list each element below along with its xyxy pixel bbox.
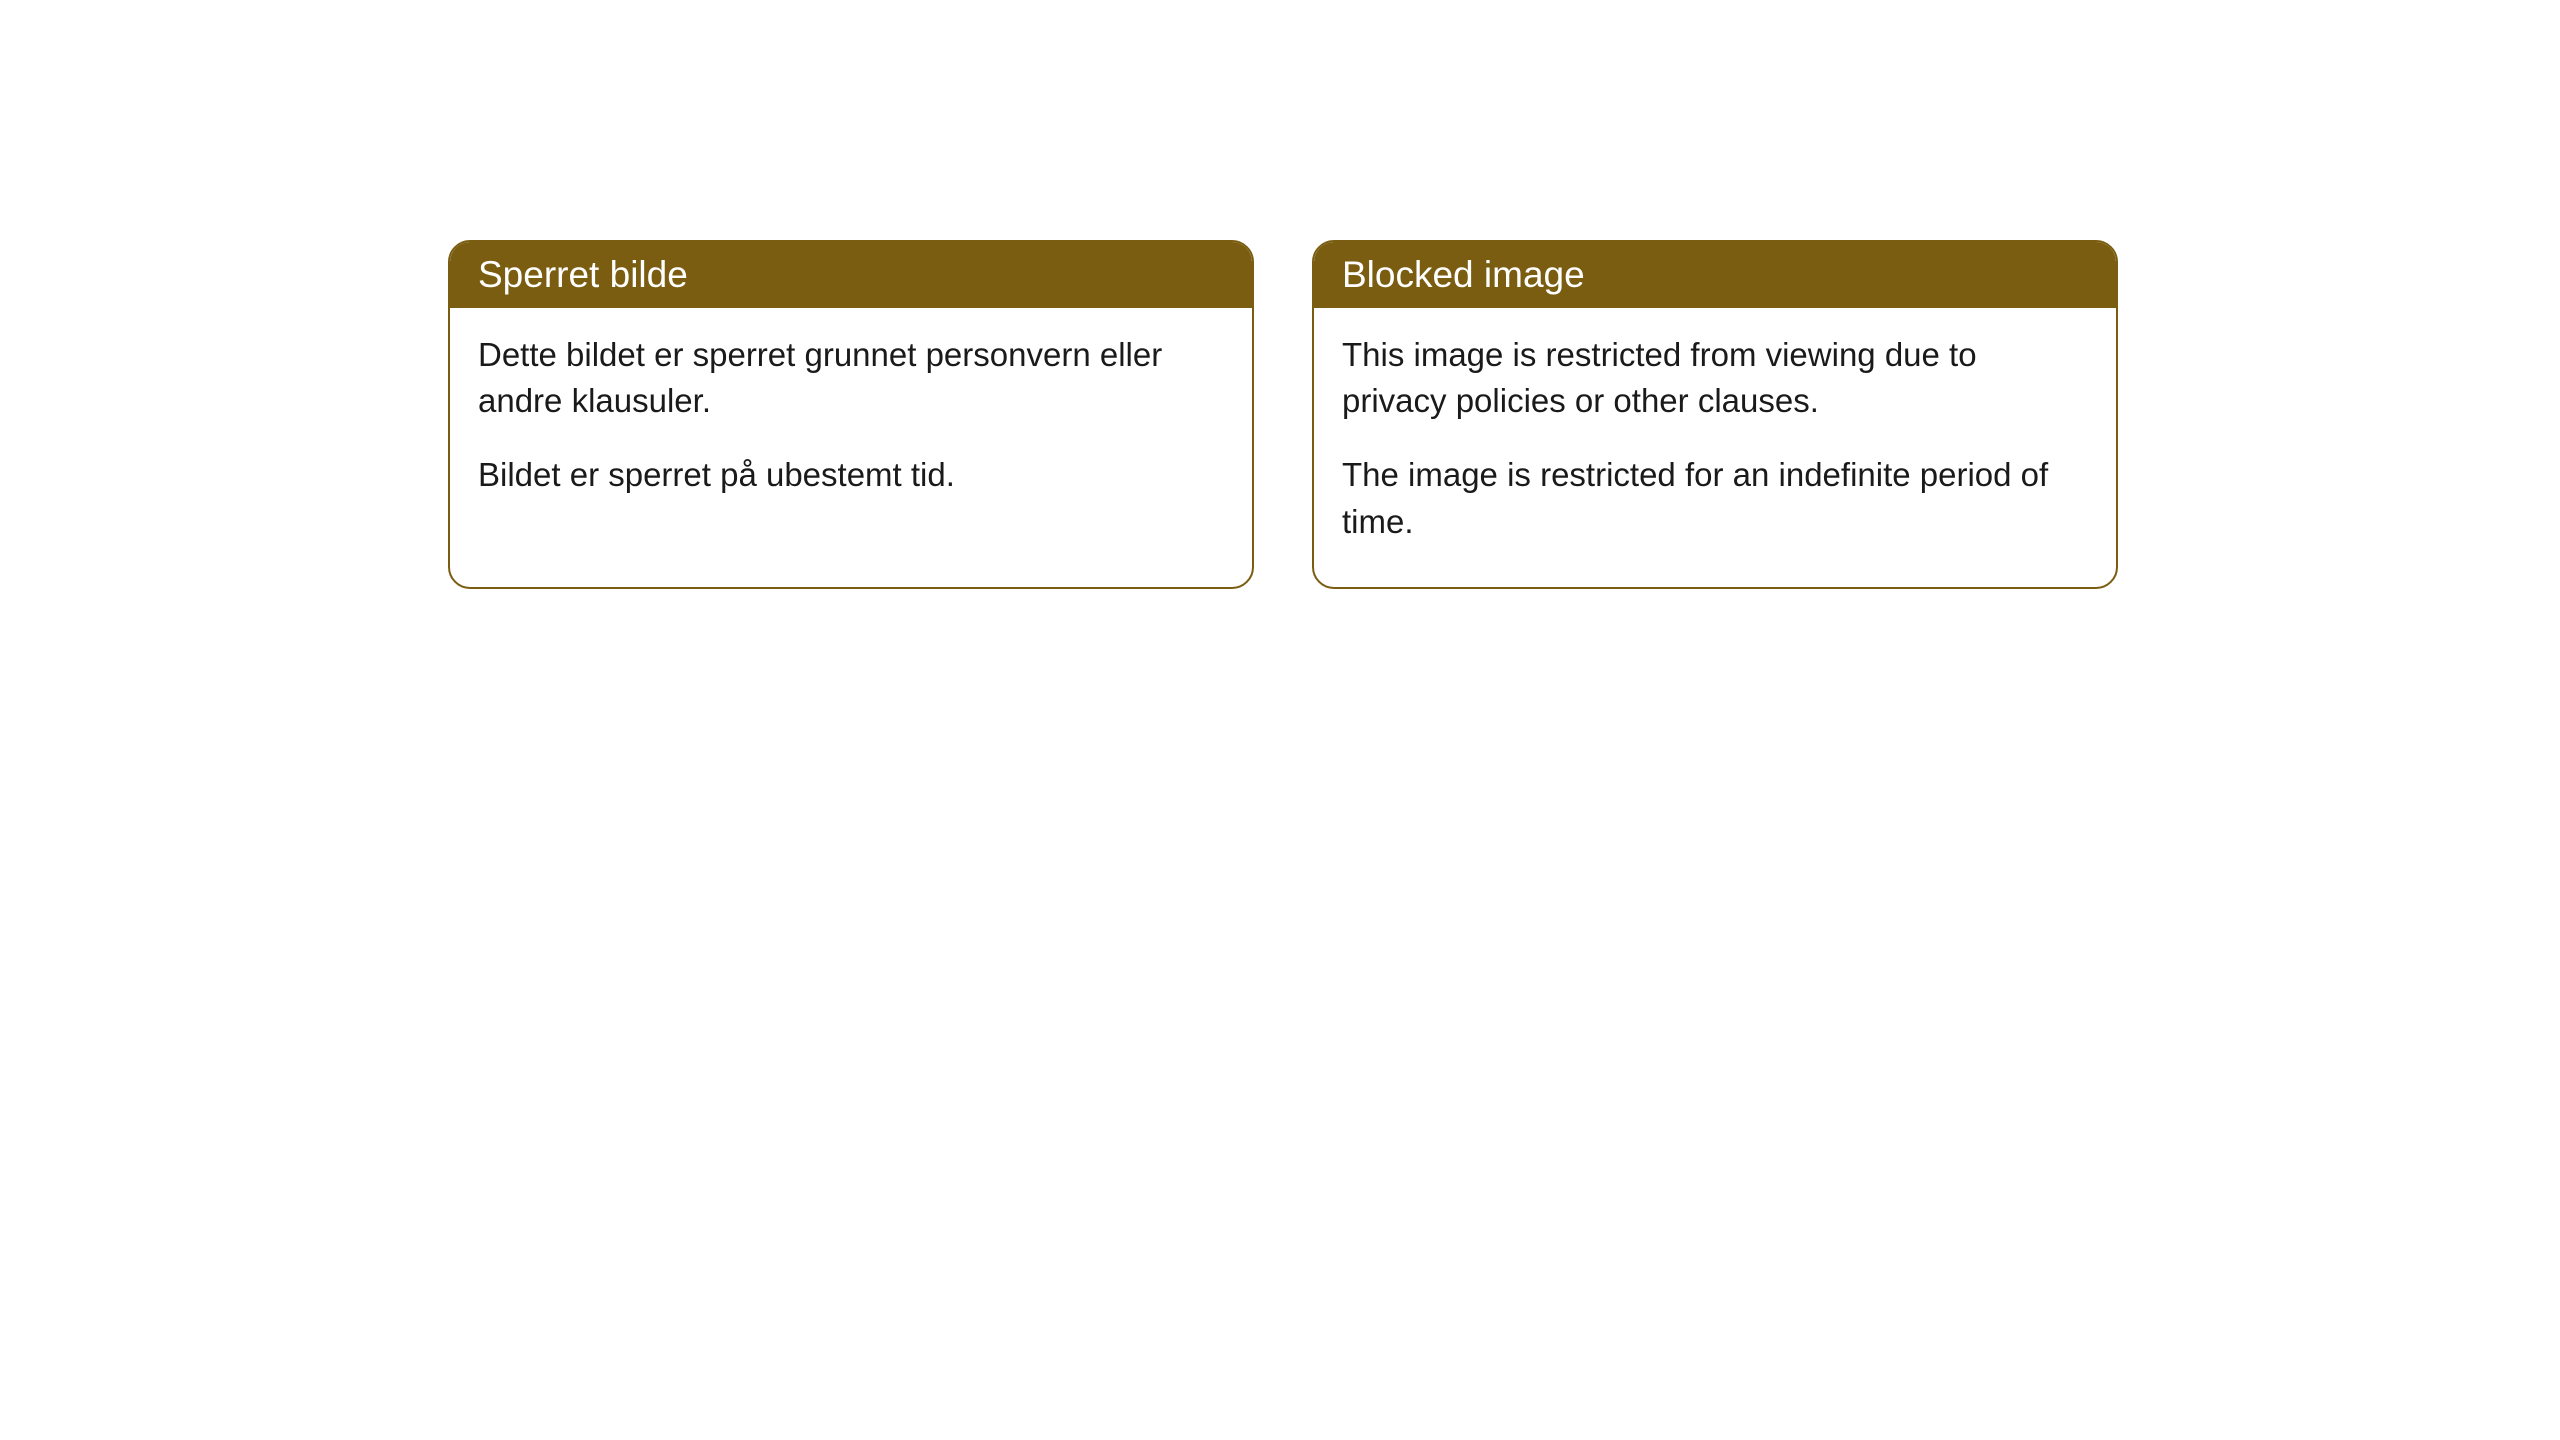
card-paragraph-1-norwegian: Dette bildet er sperret grunnet personve… [478,332,1224,424]
card-header-norwegian: Sperret bilde [450,242,1252,308]
card-paragraph-2-norwegian: Bildet er sperret på ubestemt tid. [478,452,1224,498]
blocked-image-card-norwegian: Sperret bilde Dette bildet er sperret gr… [448,240,1254,589]
card-header-english: Blocked image [1314,242,2116,308]
card-paragraph-1-english: This image is restricted from viewing du… [1342,332,2088,424]
blocked-image-card-english: Blocked image This image is restricted f… [1312,240,2118,589]
card-body-norwegian: Dette bildet er sperret grunnet personve… [450,308,1252,541]
card-paragraph-2-english: The image is restricted for an indefinit… [1342,452,2088,544]
notice-cards-container: Sperret bilde Dette bildet er sperret gr… [448,240,2560,589]
card-body-english: This image is restricted from viewing du… [1314,308,2116,587]
